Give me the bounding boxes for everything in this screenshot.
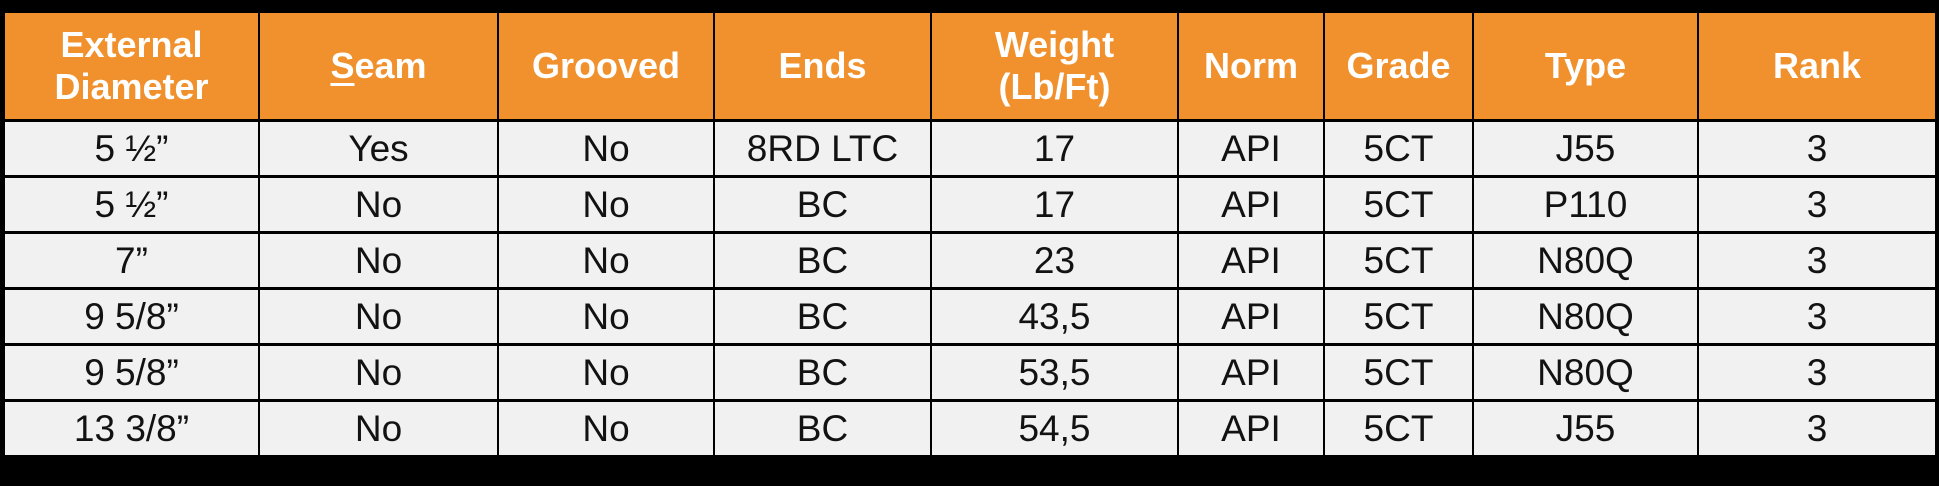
table-cell: No (258, 175, 499, 234)
table-cell: 3 (1697, 231, 1937, 290)
table-cell: 5 ½” (3, 119, 260, 178)
table-cell: 3 (1697, 399, 1937, 458)
table-cell: No (258, 287, 499, 346)
column-header-ends: Ends (713, 10, 932, 122)
table-cell: 5 ½” (3, 175, 260, 234)
table-cell: No (258, 231, 499, 290)
table-cell: 5CT (1323, 343, 1474, 402)
table-header-row: External Diameter Seam Grooved Ends Weight (… (3, 10, 1937, 122)
column-header-seam: Seam (258, 10, 499, 122)
header-label: Seam (330, 44, 427, 86)
table-cell: N80Q (1472, 287, 1699, 346)
table-cell: BC (713, 231, 932, 290)
table-cell: API (1177, 399, 1325, 458)
table-cell: 8RD LTC (713, 119, 932, 178)
table-cell: 7” (3, 231, 260, 290)
table-cell: J55 (1472, 119, 1699, 178)
table-cell: 53,5 (930, 343, 1179, 402)
table-cell: No (258, 399, 499, 458)
header-label: Rank (1772, 44, 1862, 86)
table-cell: 43,5 (930, 287, 1179, 346)
table-row: 9 5/8” No No BC 43,5 API 5CT N80Q 3 (3, 287, 1937, 346)
column-header-type: Type (1472, 10, 1699, 122)
table-cell: No (497, 399, 715, 458)
column-header-weight-lb-ft: Weight (Lb/Ft) (930, 10, 1179, 122)
header-label: Norm (1203, 44, 1298, 86)
column-header-external-diameter: External Diameter (3, 10, 260, 122)
table-row: 7” No No BC 23 API 5CT N80Q 3 (3, 231, 1937, 290)
table-cell: 5CT (1323, 175, 1474, 234)
table-body: 5 ½” Yes No 8RD LTC 17 API 5CT J55 3 5 ½” No No BC 17… (3, 119, 1937, 458)
table-cell: 9 5/8” (3, 287, 260, 346)
table-cell: J55 (1472, 399, 1699, 458)
table-row: 13 3/8” No No BC 54,5 API 5CT J55 3 (3, 399, 1937, 458)
table-cell: BC (713, 399, 932, 458)
table-row: 9 5/8” No No BC 53,5 API 5CT N80Q 3 (3, 343, 1937, 402)
table-cell: No (497, 175, 715, 234)
table-cell: N80Q (1472, 343, 1699, 402)
table-cell: No (258, 343, 499, 402)
column-header-grooved: Grooved (497, 10, 715, 122)
table-row: 5 ½” No No BC 17 API 5CT P110 3 (3, 175, 1937, 234)
table-cell: 3 (1697, 175, 1937, 234)
table-cell: BC (713, 287, 932, 346)
table-cell: API (1177, 343, 1325, 402)
column-header-norm: Norm (1177, 10, 1325, 122)
column-header-rank: Rank (1697, 10, 1937, 122)
table-row: 5 ½” Yes No 8RD LTC 17 API 5CT J55 3 (3, 119, 1937, 178)
table-cell: 23 (930, 231, 1179, 290)
header-label: Grooved (531, 44, 681, 86)
table-cell: 13 3/8” (3, 399, 260, 458)
table-cell: API (1177, 175, 1325, 234)
header-label: Ends (778, 44, 867, 86)
table-cell: BC (713, 343, 932, 402)
header-label: External Diameter (54, 23, 209, 107)
header-label: Weight (Lb/Ft) (994, 23, 1115, 107)
table-cell: API (1177, 119, 1325, 178)
column-header-grade: Grade (1323, 10, 1474, 122)
table-cell: N80Q (1472, 231, 1699, 290)
table-cell: No (497, 343, 715, 402)
header-label: Type (1544, 44, 1627, 86)
table-cell: No (497, 287, 715, 346)
table-cell: 5CT (1323, 231, 1474, 290)
table-cell: 9 5/8” (3, 343, 260, 402)
table-cell: P110 (1472, 175, 1699, 234)
table-cell: 3 (1697, 119, 1937, 178)
table-cell: 17 (930, 119, 1179, 178)
table-cell: API (1177, 231, 1325, 290)
table-cell: 3 (1697, 287, 1937, 346)
table-cell: 17 (930, 175, 1179, 234)
table-cell: 54,5 (930, 399, 1179, 458)
table-cell: No (497, 119, 715, 178)
table-cell: No (497, 231, 715, 290)
table-cell: 5CT (1323, 287, 1474, 346)
table-cell: Yes (258, 119, 499, 178)
table-cell: BC (713, 175, 932, 234)
table-cell: 3 (1697, 343, 1937, 402)
header-label: Grade (1346, 44, 1451, 86)
table-cell: 5CT (1323, 399, 1474, 458)
table-cell: API (1177, 287, 1325, 346)
pipe-spec-table: External Diameter Seam Grooved Ends Weight (… (3, 10, 1937, 458)
table-cell: 5CT (1323, 119, 1474, 178)
